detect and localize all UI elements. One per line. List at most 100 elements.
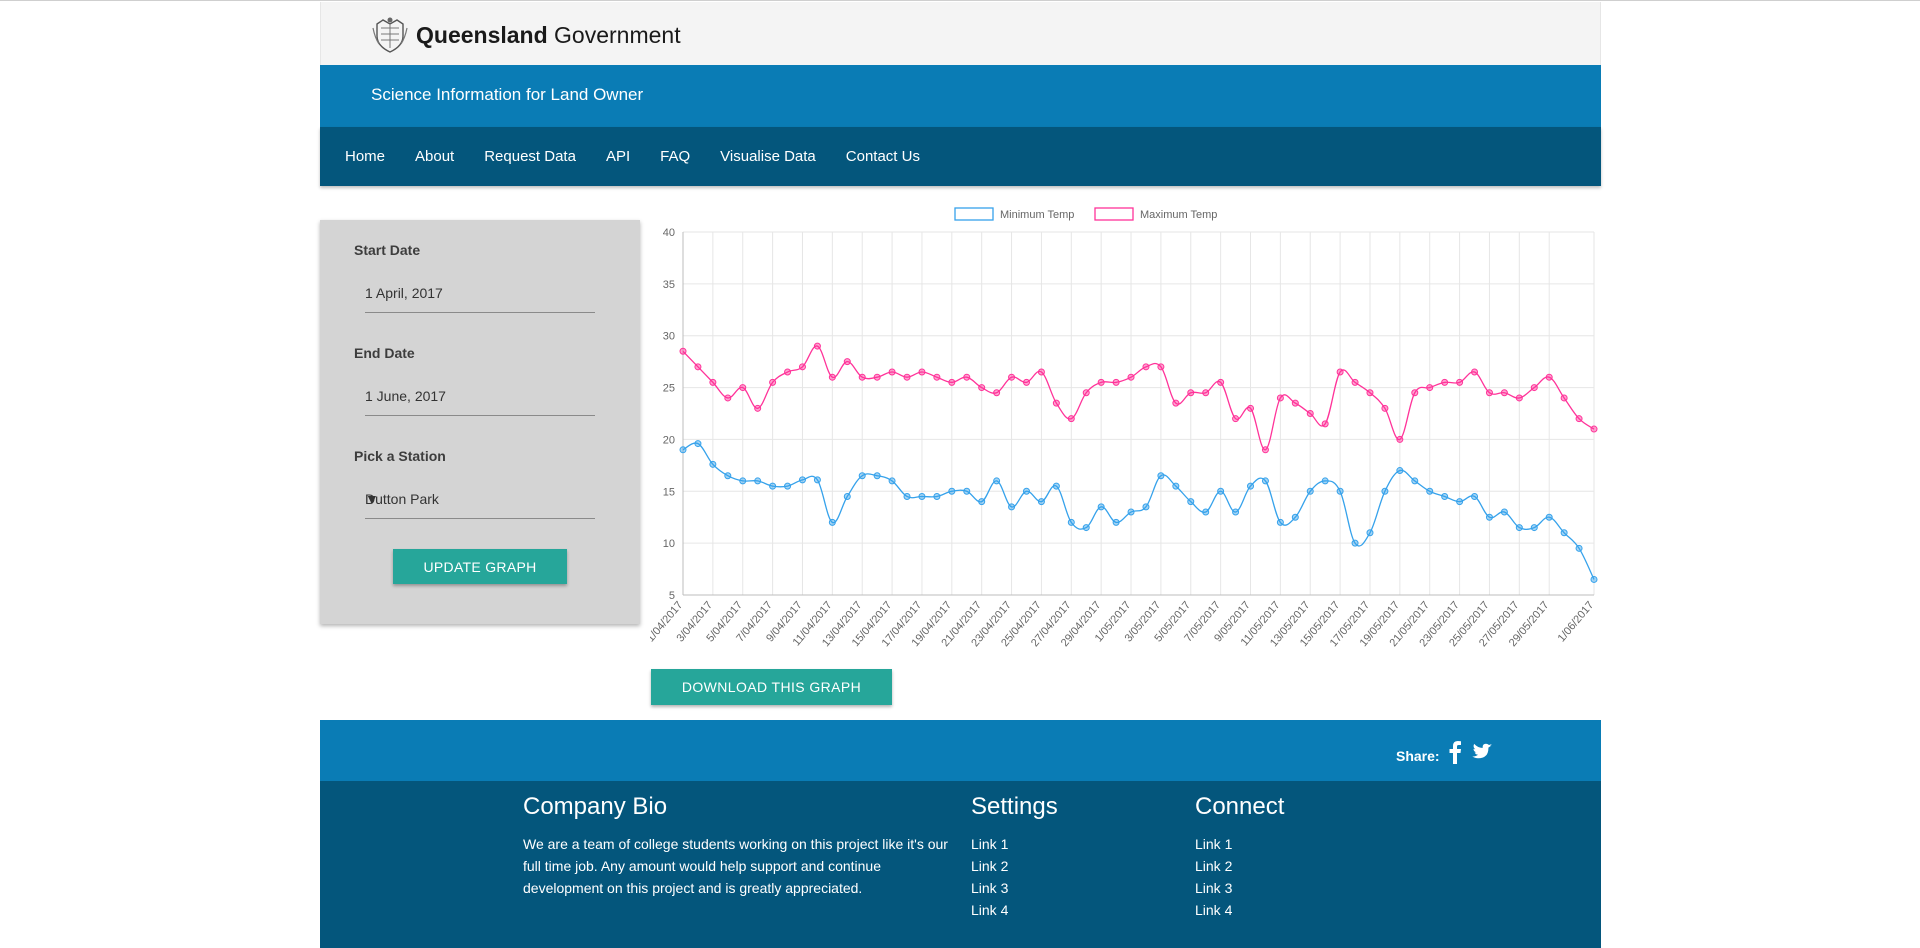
nav-item-faq[interactable]: FAQ <box>660 148 691 165</box>
maximum-temp-point <box>784 368 792 376</box>
end-date-value: 1 June, 2017 <box>365 388 446 404</box>
minimum-temp-point <box>1351 539 1359 547</box>
minimum-temp-point <box>1575 544 1583 552</box>
maximum-temp-point <box>888 368 896 376</box>
minimum-temp-point <box>1366 529 1374 537</box>
maximum-temp-line <box>682 345 1595 451</box>
site-title[interactable]: Science Information for Land Owner <box>371 85 644 104</box>
maximum-temp-point <box>1052 399 1060 407</box>
maximum-temp-point <box>828 373 836 381</box>
minimum-temp-point <box>1485 513 1493 521</box>
station-value: Dutton Park <box>365 491 439 507</box>
y-tick-label: 10 <box>663 538 675 550</box>
minimum-temp-point <box>963 487 971 495</box>
minimum-temp-point <box>1112 518 1120 526</box>
settings-link-4[interactable]: Link 4 <box>971 902 1009 918</box>
minimum-temp-legend-label: Minimum Temp <box>1000 209 1074 221</box>
update-graph-button[interactable]: UPDATE GRAPH <box>393 549 567 584</box>
end-date-input[interactable]: 1 June, 2017 <box>365 375 595 416</box>
nav-item-visualise-data[interactable]: Visualise Data <box>720 148 816 165</box>
connect-link-1[interactable]: Link 1 <box>1195 836 1233 852</box>
minimum-temp-point <box>1217 487 1225 495</box>
maximum-temp-point <box>709 378 717 386</box>
maximum-temp-point <box>1590 425 1598 433</box>
footer-bio-title: Company Bio <box>523 793 668 820</box>
brand-name[interactable]: Queensland Government <box>416 22 681 49</box>
download-graph-button[interactable]: DOWNLOAD THIS GRAPH <box>651 669 892 705</box>
settings-link-3[interactable]: Link 3 <box>971 880 1009 896</box>
minimum-temp-point <box>1261 477 1269 485</box>
nav-item-api[interactable]: API <box>605 148 631 165</box>
minimum-temp-point <box>1157 472 1165 480</box>
maximum-temp-point <box>993 389 1001 397</box>
minimum-temp-point <box>1247 482 1255 490</box>
minimum-temp-point <box>724 472 732 480</box>
facebook-icon[interactable] <box>1448 740 1462 764</box>
nav-item-request-data[interactable]: Request Data <box>484 148 576 165</box>
twitter-icon[interactable] <box>1470 740 1494 762</box>
maximum-temp-point <box>813 342 821 350</box>
minimum-temp-point <box>828 518 836 526</box>
maximum-temp-point <box>1022 378 1030 386</box>
y-tick-label: 30 <box>663 331 675 343</box>
minimum-temp-point <box>798 476 806 484</box>
end-date-label: End Date <box>354 345 415 361</box>
maximum-temp-point <box>1261 446 1269 454</box>
maximum-temp-point <box>798 363 806 371</box>
settings-link-1[interactable]: Link 1 <box>971 836 1009 852</box>
dropdown-arrow-icon: ▼ <box>365 491 379 507</box>
minimum-temp-point <box>1560 529 1568 537</box>
footer-bio-column: Company Bio We are a team of college stu… <box>523 793 963 899</box>
page-container: Queensland Government Science Informatio… <box>320 2 1601 948</box>
maximum-temp-point <box>903 373 911 381</box>
minimum-temp-point <box>754 477 762 485</box>
brand-name-bold: Queensland <box>416 22 548 48</box>
maximum-temp-point <box>1037 368 1045 376</box>
main-nav: Home About Request Data API FAQ Visualis… <box>320 127 1601 186</box>
maximum-temp-point <box>1306 410 1314 417</box>
minimum-temp-point <box>1590 575 1598 583</box>
maximum-temp-point <box>1575 415 1583 423</box>
station-select[interactable]: Dutton Park ▼ <box>365 478 595 519</box>
top-border-line <box>0 0 1920 1</box>
nav-item-home[interactable]: Home <box>345 148 386 165</box>
maximum-temp-point <box>1321 420 1329 428</box>
settings-link-2[interactable]: Link 2 <box>971 858 1009 874</box>
footer-connect-title: Connect <box>1195 793 1285 820</box>
connect-link-3[interactable]: Link 3 <box>1195 880 1233 896</box>
connect-link-2[interactable]: Link 2 <box>1195 858 1233 874</box>
footer: Company Bio We are a team of college stu… <box>320 781 1601 948</box>
maximum-temp-point <box>873 373 881 381</box>
minimum-temp-point <box>1396 467 1404 475</box>
chart-svg: 5101520253035401/04/20173/04/20175/04/20… <box>645 207 1598 649</box>
maximum-temp-point <box>1142 363 1150 371</box>
footer-bio-text: We are a team of college students workin… <box>523 836 948 896</box>
minimum-temp-point <box>739 477 747 485</box>
minimum-temp-point <box>1172 482 1180 490</box>
temperature-chart: 5 10 15 20 25 30 35 40 1/04/2017 3/04/2017 5/04/20… <box>645 202 1600 662</box>
maximum-temp-point <box>918 368 926 376</box>
site-title-bar: Science Information for Land Owner <box>320 65 1601 127</box>
minimum-temp-point <box>1082 524 1090 532</box>
minimum-temp-point <box>933 492 941 500</box>
connect-link-4[interactable]: Link 4 <box>1195 902 1233 918</box>
start-date-value: 1 April, 2017 <box>365 285 443 301</box>
maximum-temp-point <box>1471 368 1479 376</box>
start-date-input[interactable]: 1 April, 2017 <box>365 272 595 313</box>
maximum-temp-point <box>978 384 986 392</box>
minimum-temp-point <box>694 440 702 448</box>
minimum-temp-point <box>978 498 986 506</box>
nav-item-contact-us[interactable]: Contact Us <box>845 148 920 165</box>
maximum-temp-point <box>1351 378 1359 386</box>
nav-item-about[interactable]: About <box>415 148 455 165</box>
queensland-crest-icon[interactable] <box>371 16 409 54</box>
maximum-temp-point <box>1097 378 1105 386</box>
y-tick-label: 15 <box>663 486 675 498</box>
minimum-temp-point <box>1187 498 1195 506</box>
footer-settings-column: Settings Link 1 Link 2 Link 3 Link 4 <box>971 793 1058 921</box>
maximum-temp-point <box>1336 368 1344 376</box>
minimum-temp-line <box>682 442 1595 580</box>
maximum-temp-point <box>858 373 866 381</box>
minimum-temp-point <box>843 492 851 500</box>
minimum-temp-point <box>784 482 792 490</box>
